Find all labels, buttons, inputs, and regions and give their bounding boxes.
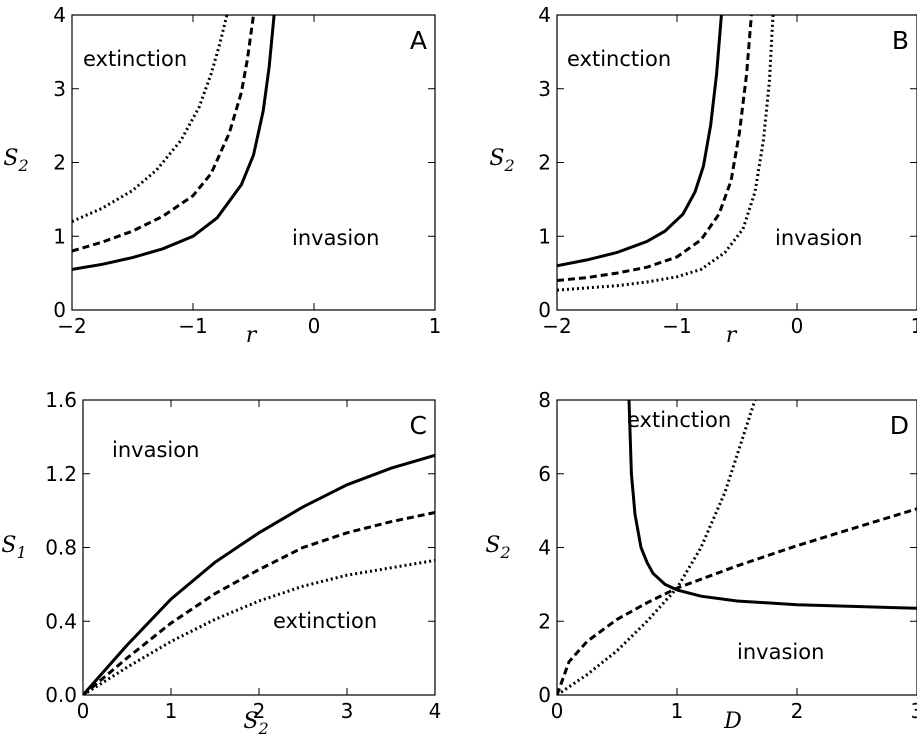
x-tick-label: 3 xyxy=(341,699,354,723)
y-tick-label: 6 xyxy=(538,462,551,486)
x-tick-label: −1 xyxy=(178,314,207,338)
panel-letter: A xyxy=(410,26,427,55)
x-tick-label: 1 xyxy=(165,699,178,723)
y-tick-label: 1.6 xyxy=(45,388,77,412)
region-label-extinction: extinction xyxy=(567,47,671,71)
series-solid-line xyxy=(557,15,723,268)
x-tick-label: 4 xyxy=(429,699,442,723)
x-tick-label: −2 xyxy=(542,314,571,338)
x-axis-label: r xyxy=(726,323,738,348)
series-dashed-line xyxy=(557,15,753,282)
region-label-extinction: extinction xyxy=(83,47,187,71)
y-tick-label: 1 xyxy=(53,224,66,248)
region-label-extinction: extinction xyxy=(273,609,377,633)
y-tick-label: 0.4 xyxy=(45,609,77,633)
x-tick-label: 0 xyxy=(791,314,804,338)
y-tick-label: 0 xyxy=(538,298,551,322)
y-tick-label: 3 xyxy=(538,77,551,101)
y-axis-label: S2 xyxy=(3,146,28,175)
x-tick-label: 2 xyxy=(253,699,266,723)
y-tick-label: 1.2 xyxy=(45,462,77,486)
x-tick-label: 0 xyxy=(308,314,321,338)
panel-letter: B xyxy=(892,26,909,55)
x-axis-label: S2 xyxy=(243,709,268,736)
series-solid-line xyxy=(627,400,917,610)
y-tick-label: 4 xyxy=(538,3,551,27)
series-dotted-line xyxy=(557,15,775,292)
x-tick-label: 1 xyxy=(911,314,917,338)
y-tick-label: 2 xyxy=(538,609,551,633)
series-solid-line xyxy=(83,453,435,695)
y-tick-label: 2 xyxy=(538,151,551,175)
x-tick-label: −2 xyxy=(57,314,86,338)
series-solid-line xyxy=(72,15,276,271)
x-tick-label: 0 xyxy=(77,699,90,723)
series-dotted-line xyxy=(72,15,229,223)
y-tick-label: 0.0 xyxy=(45,683,77,707)
series-dashed-line xyxy=(72,15,255,253)
y-tick-label: 0 xyxy=(53,298,66,322)
series-dashed-line xyxy=(83,511,435,695)
y-tick-label: 0.8 xyxy=(45,536,77,560)
panel-letter: D xyxy=(890,411,909,440)
region-label-invasion: invasion xyxy=(112,438,199,462)
series-dotted-line xyxy=(83,558,435,695)
y-axis-label: S2 xyxy=(485,533,510,562)
y-tick-label: 3 xyxy=(53,77,66,101)
y-tick-label: 2 xyxy=(53,151,66,175)
y-tick-label: 0 xyxy=(538,683,551,707)
panel-letter: C xyxy=(410,411,427,440)
x-tick-label: 2 xyxy=(791,699,804,723)
y-tick-label: 1 xyxy=(538,224,551,248)
x-tick-label: 1 xyxy=(671,699,684,723)
y-tick-label: 8 xyxy=(538,388,551,412)
y-axis-label: S2 xyxy=(489,146,514,175)
x-tick-label: 0 xyxy=(551,699,564,723)
x-tick-label: 3 xyxy=(911,699,917,723)
series-dotted-line xyxy=(557,400,757,695)
x-axis-label: D xyxy=(723,709,742,734)
y-tick-label: 4 xyxy=(538,536,551,560)
y-axis-label: S1 xyxy=(1,533,26,562)
region-label-invasion: invasion xyxy=(775,226,862,250)
y-tick-label: 4 xyxy=(53,3,66,27)
region-label-invasion: invasion xyxy=(737,640,824,664)
x-tick-label: 1 xyxy=(429,314,442,338)
x-axis-label: r xyxy=(246,323,258,348)
x-tick-label: −1 xyxy=(662,314,691,338)
region-label-invasion: invasion xyxy=(292,226,379,250)
region-label-extinction: extinction xyxy=(627,408,731,432)
series-dashed-line xyxy=(557,507,917,695)
